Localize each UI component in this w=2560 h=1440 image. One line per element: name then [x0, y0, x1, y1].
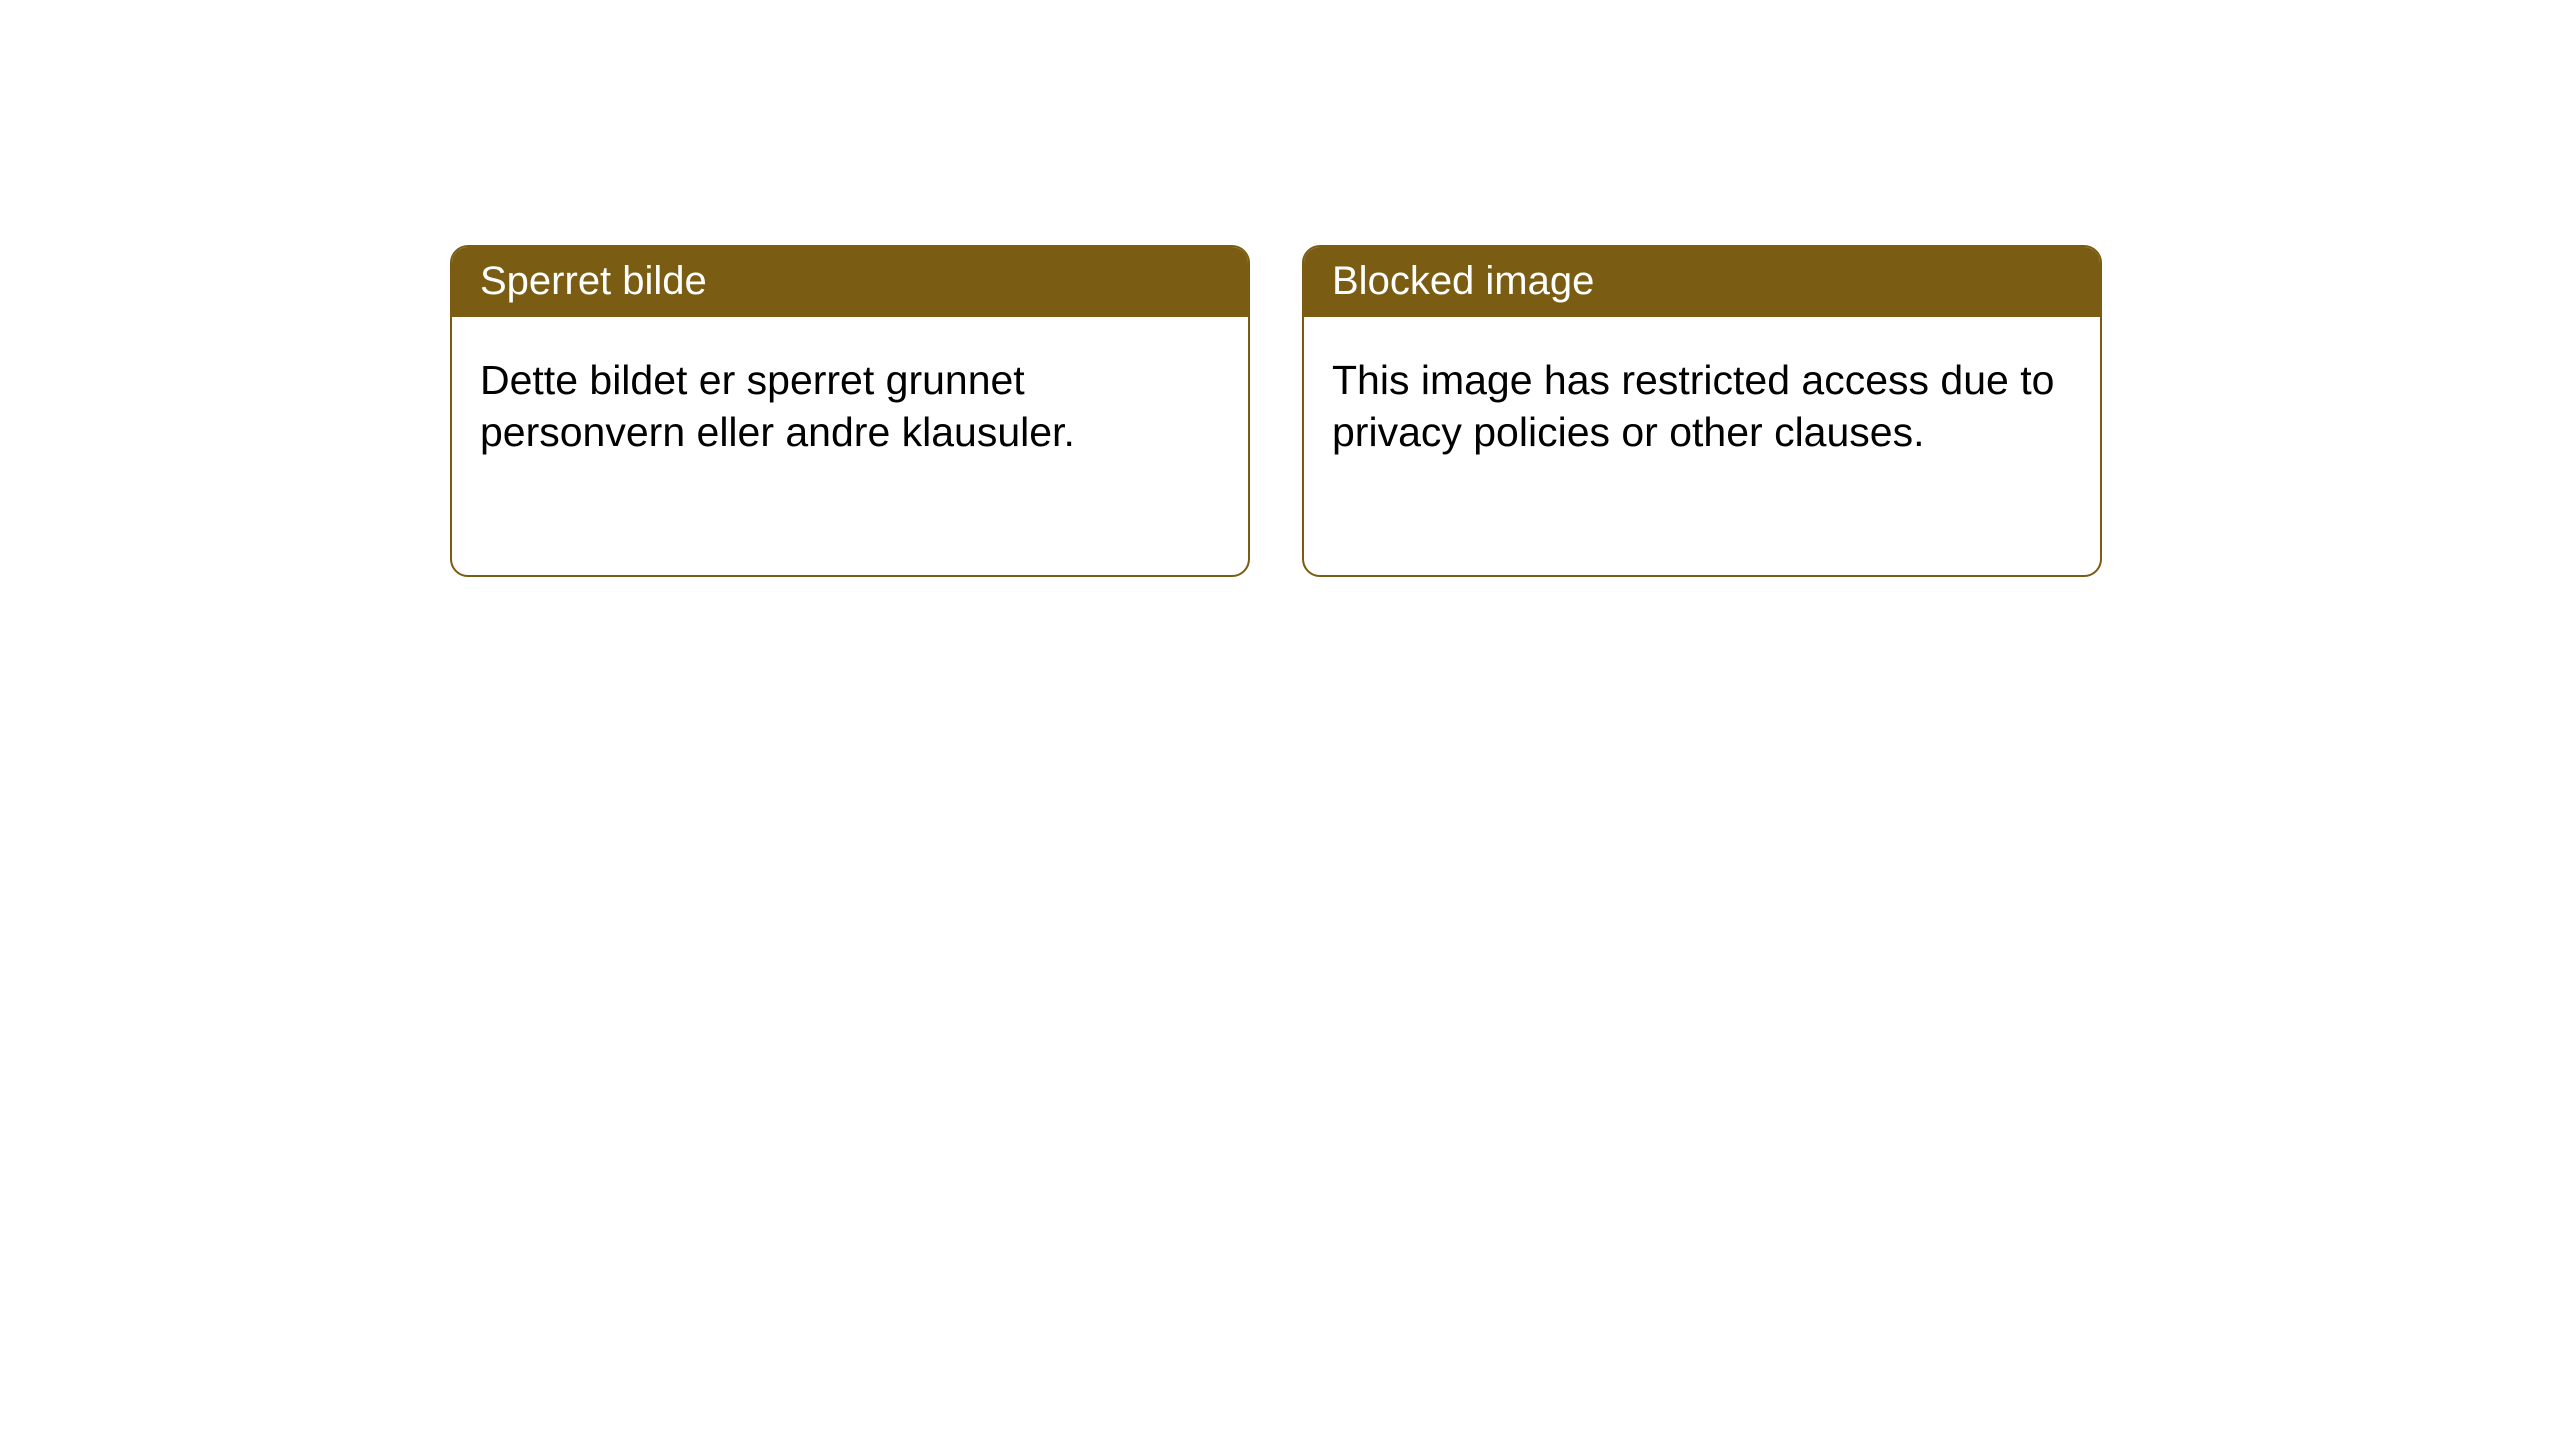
notice-header-en: Blocked image [1304, 247, 2100, 317]
notice-container: Sperret bilde Dette bildet er sperret gr… [0, 0, 2560, 577]
notice-header-no: Sperret bilde [452, 247, 1248, 317]
notice-body-en: This image has restricted access due to … [1304, 317, 2100, 486]
notice-body-no: Dette bildet er sperret grunnet personve… [452, 317, 1248, 486]
notice-card-en: Blocked image This image has restricted … [1302, 245, 2102, 577]
notice-card-no: Sperret bilde Dette bildet er sperret gr… [450, 245, 1250, 577]
